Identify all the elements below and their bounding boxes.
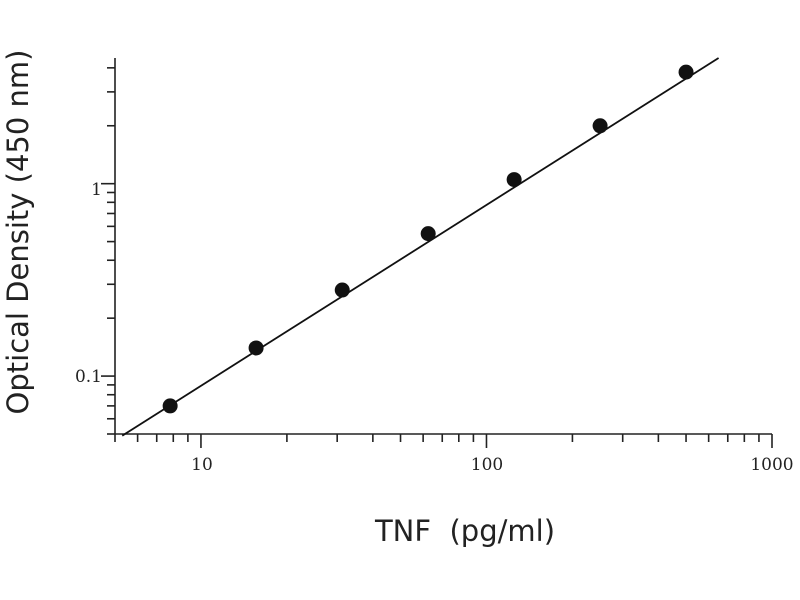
- x-axis-title: TNF (pg/ml): [374, 514, 555, 548]
- x-tick-label: 1000: [750, 455, 793, 475]
- data-point: [420, 226, 436, 242]
- fit-line: [121, 57, 720, 437]
- x-tick-label: 10: [191, 455, 213, 475]
- data-point: [592, 118, 608, 134]
- data-points: [162, 64, 694, 414]
- y-tick-label: 1: [91, 180, 102, 200]
- y-tick-labels: 0.1 1: [75, 180, 102, 387]
- x-ticks: [114, 434, 773, 448]
- data-point: [248, 340, 264, 356]
- data-point: [678, 64, 694, 80]
- axes: [101, 58, 773, 448]
- y-axis-title: Optical Density (450 nm): [1, 50, 35, 415]
- data-point: [506, 172, 522, 188]
- x-tick-labels: 10 100 1000: [191, 455, 793, 475]
- y-ticks: [101, 67, 115, 435]
- x-tick-label: 100: [471, 455, 503, 475]
- y-tick-label: 0.1: [75, 367, 102, 387]
- data-point: [334, 282, 350, 298]
- data-point: [162, 398, 178, 414]
